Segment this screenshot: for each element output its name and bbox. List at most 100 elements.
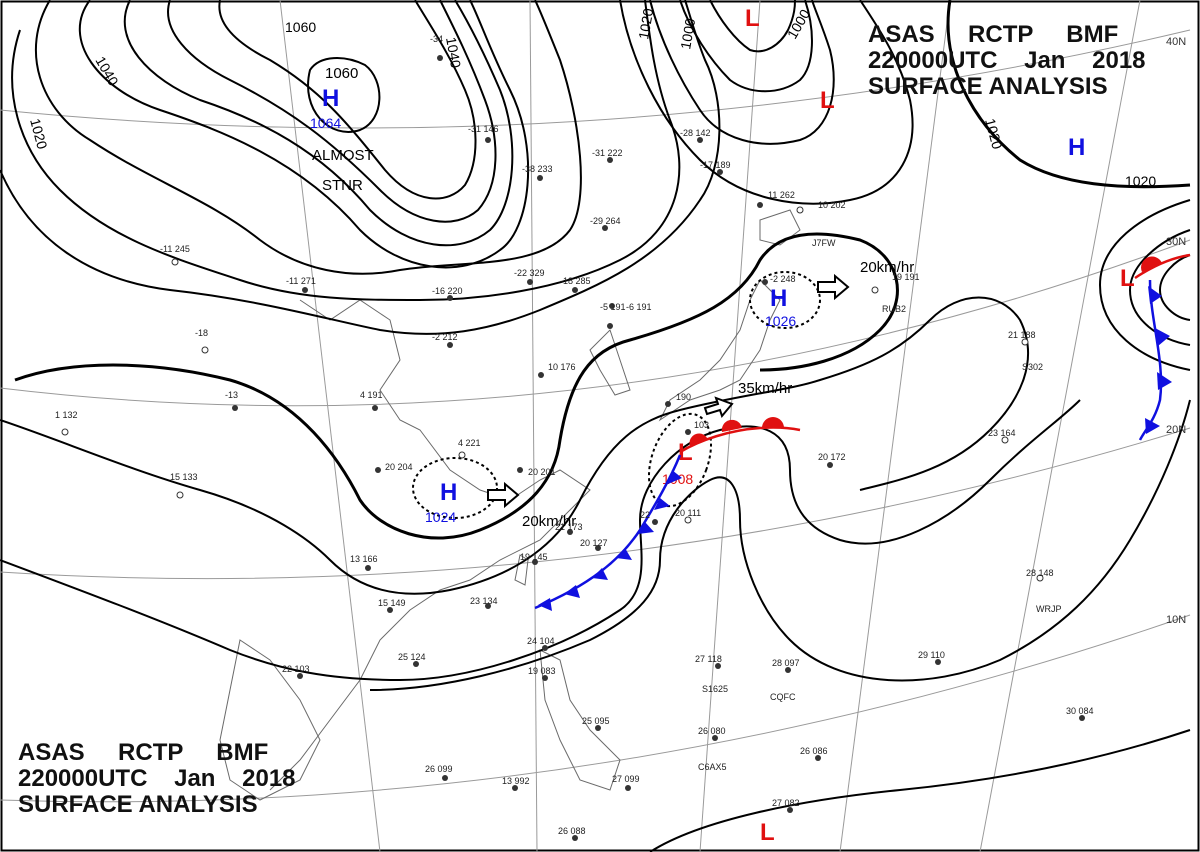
header-line3: SURFACE ANALYSIS (868, 73, 1108, 100)
station-plot: -22 329 (514, 268, 545, 285)
cold-front-triangle (1148, 286, 1162, 304)
cold-front-triangle (1145, 418, 1160, 434)
station-plot: 26 099 (425, 764, 453, 781)
high-pressure-value: 1064 (310, 115, 341, 131)
latitude-label: 30N (1166, 236, 1187, 248)
isobar (0, 399, 1081, 682)
station-plot: 190 (665, 392, 691, 407)
svg-text:25 095: 25 095 (582, 716, 610, 726)
svg-text:-13: -13 (225, 390, 238, 400)
header-line1-b: RCTP (118, 739, 183, 766)
korea-coastline (589, 329, 631, 396)
low-pressure-symbol: L (820, 87, 835, 114)
warm-front-semicircle (762, 417, 784, 428)
latitude-label: 40N (1166, 36, 1187, 48)
station-plot: 26 080 (698, 726, 726, 741)
station-plot: 29 110 (918, 650, 945, 665)
station-plot: -18 (195, 328, 209, 354)
isobar-label: 1000 (677, 17, 698, 51)
station-plot: -31 222 (592, 148, 623, 163)
isobar (649, 729, 1191, 852)
station-plot: 15 133 (170, 472, 198, 499)
isobar (619, 0, 914, 205)
warm-front-semicircle (721, 419, 742, 432)
svg-text:30 084: 30 084 (1066, 706, 1094, 716)
movement-speed: 35km/hr (738, 380, 792, 397)
svg-text:-2 212: -2 212 (432, 332, 458, 342)
isobar-1000 (649, 0, 835, 145)
station-plot: 24 104 (527, 636, 555, 651)
station-plot: 28 148 (1026, 568, 1054, 582)
high-pressure-symbol: H (322, 85, 339, 112)
latitude-label: 10N (1166, 614, 1187, 626)
h1024-contour (412, 457, 498, 519)
station-plot: 20 172 (818, 452, 846, 468)
svg-text:29 110: 29 110 (918, 650, 945, 660)
station-plot: -16 220 (432, 286, 463, 301)
isobar (709, 0, 796, 53)
svg-text:22: 22 (640, 510, 650, 520)
cold-front (534, 454, 682, 611)
station-plot: -29 264 (590, 216, 621, 231)
station-plot: 10 202 (796, 200, 846, 214)
station-plot: 21 173 (555, 522, 583, 535)
station-plot: 4 221 (458, 438, 481, 459)
station-plot: 11 262 (757, 190, 795, 208)
isobar (218, 0, 477, 200)
station-plot: 25 124 (398, 652, 426, 667)
movement-arrows (487, 273, 850, 509)
warm-front-semicircle (1141, 256, 1162, 272)
svg-text:20 172: 20 172 (818, 452, 846, 462)
station-callsign: WRJP (1036, 604, 1062, 614)
svg-text:190: 190 (676, 392, 691, 402)
longitude-line (979, 0, 1141, 852)
svg-text:-31 222: -31 222 (592, 148, 623, 158)
h1026-contour (749, 271, 821, 329)
isobar (78, 0, 530, 269)
asia-coastline (269, 299, 591, 791)
high-pressure-value: 1024 (425, 509, 456, 525)
cold-front-triangle (654, 498, 670, 510)
isobar (1158, 254, 1191, 321)
station-plot: 13 166 (350, 554, 378, 571)
station-plot: -11 271 (286, 276, 316, 293)
station-plot: -6 191 (607, 302, 652, 329)
station-plot: 27 118 (695, 654, 722, 669)
longitude-line (279, 0, 381, 852)
svg-text:21 188: 21 188 (1008, 330, 1036, 340)
station-plot: -17 189 (700, 160, 731, 175)
isobar-label: 1020 (27, 117, 51, 151)
station-plot: 26 086 (800, 746, 828, 761)
station-plot: 26 088 (558, 826, 586, 841)
station-plot: 23 164 (988, 428, 1016, 444)
svg-text:20 201: 20 201 (528, 467, 556, 477)
high-pressure-symbol: H (1068, 134, 1085, 161)
station-plot: 27 099 (612, 774, 640, 791)
svg-text:-11 245: -11 245 (160, 244, 190, 254)
isobar (679, 0, 813, 93)
header-line1-c: BMF (216, 739, 269, 766)
stationary-label: ALMOST (312, 147, 374, 164)
svg-text:20 204: 20 204 (385, 462, 413, 472)
isobar (1098, 199, 1191, 371)
station-plot: 22 103 (282, 664, 310, 679)
station-plot: -34 (430, 34, 443, 61)
station-plot: 20 111 (675, 508, 701, 524)
isobar (35, 0, 582, 275)
isobar (0, 296, 1029, 595)
svg-text:-38 233: -38 233 (522, 164, 553, 174)
movement-arrow (703, 396, 734, 419)
station-plot: 13 992 (502, 776, 530, 791)
svg-text:23 134: 23 134 (470, 596, 498, 606)
isobar-label: 1040 (443, 36, 464, 70)
latitude-line (0, 239, 1191, 407)
header-line2-a: 220000UTC (18, 765, 148, 792)
svg-text:-18 285: -18 285 (560, 276, 591, 286)
svg-text:24 104: 24 104 (527, 636, 555, 646)
station-plot: -28 142 (680, 128, 711, 143)
isobar-1060 (307, 57, 381, 133)
inner-isobar-label: 1060 (325, 65, 358, 82)
station-plot: -11 245 (160, 244, 190, 266)
svg-text:13 166: 13 166 (350, 554, 378, 564)
station-plot: -13 (225, 390, 238, 411)
